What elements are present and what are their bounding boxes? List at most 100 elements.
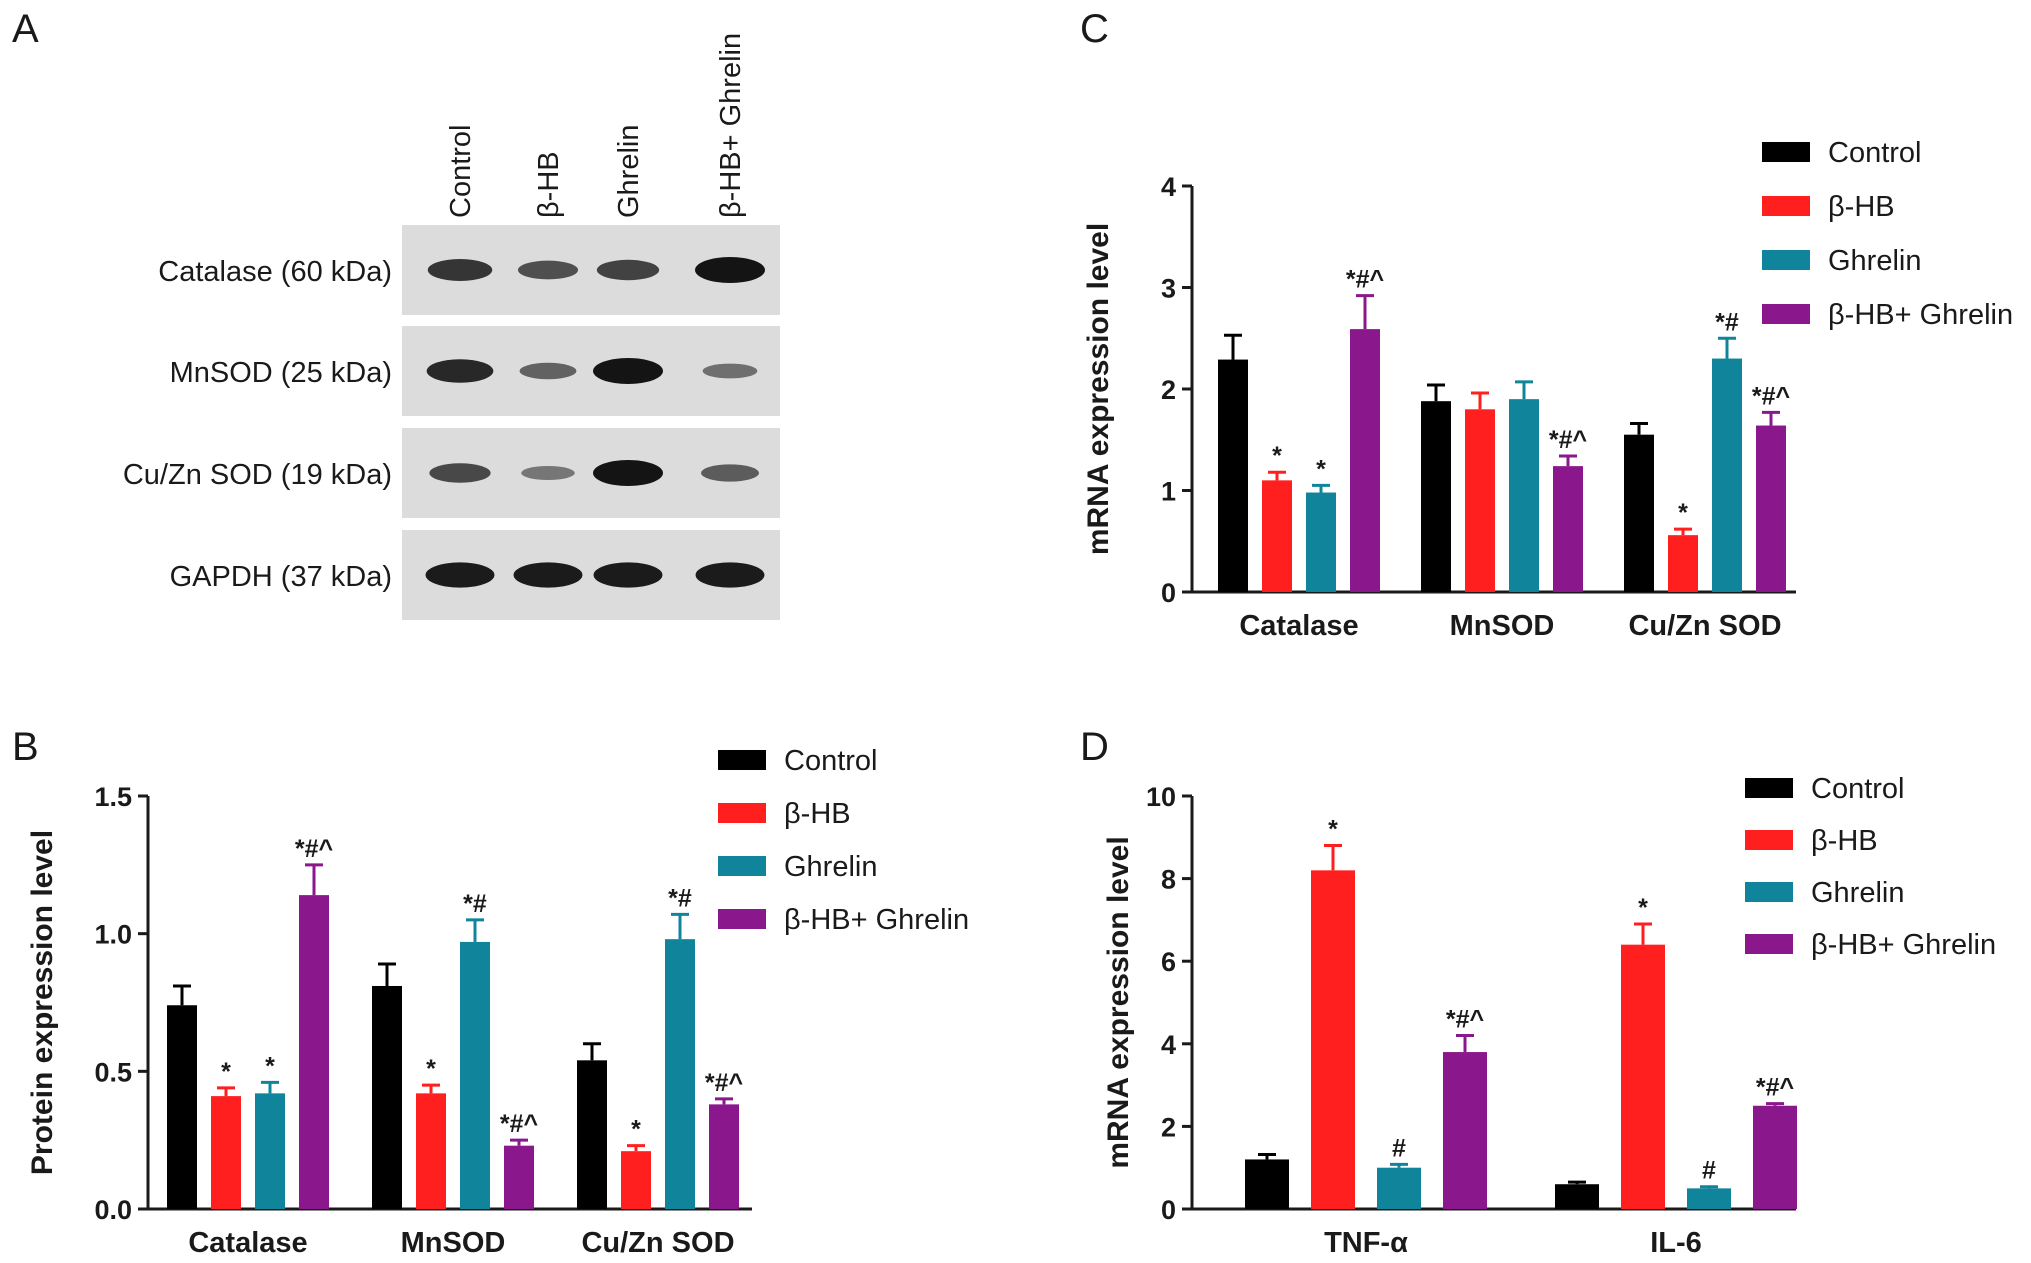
blot-band bbox=[593, 460, 663, 486]
y-tick-label: 1 bbox=[1161, 477, 1176, 507]
legend-swatch bbox=[1745, 934, 1793, 954]
significance-mark: *#^ bbox=[295, 835, 334, 863]
x-category-label: TNF-α bbox=[1324, 1227, 1408, 1259]
significance-mark: * bbox=[426, 1055, 436, 1083]
blot-band bbox=[519, 362, 577, 380]
bar bbox=[255, 1093, 285, 1209]
significance-mark: * bbox=[1638, 894, 1648, 922]
blot-row-label: Catalase (60 kDa) bbox=[158, 256, 392, 288]
bar bbox=[1509, 399, 1539, 592]
bar bbox=[1218, 359, 1248, 592]
legend-swatch bbox=[718, 750, 766, 770]
bar bbox=[1756, 425, 1786, 592]
significance-mark: * bbox=[265, 1052, 275, 1080]
y-tick-label: 0.5 bbox=[94, 1057, 132, 1087]
panel-a-letter: A bbox=[12, 7, 39, 51]
y-tick-label: 2 bbox=[1161, 375, 1176, 405]
bar bbox=[211, 1096, 241, 1209]
significance-mark: *#^ bbox=[1549, 426, 1588, 454]
bar bbox=[167, 1005, 197, 1209]
bar bbox=[1553, 466, 1583, 592]
significance-mark: *#^ bbox=[1752, 382, 1791, 410]
bar bbox=[1687, 1188, 1731, 1209]
legend-label: Ghrelin bbox=[784, 851, 878, 883]
x-category-label: Catalase bbox=[188, 1227, 307, 1259]
legend-label: β-HB bbox=[784, 798, 851, 830]
significance-mark: *#^ bbox=[1756, 1074, 1795, 1102]
x-category-label: Cu/Zn SOD bbox=[1628, 610, 1781, 642]
x-category-label: MnSOD bbox=[1450, 610, 1555, 642]
bar bbox=[1712, 358, 1742, 592]
blot-band bbox=[427, 259, 493, 281]
x-category-label: Cu/Zn SOD bbox=[581, 1227, 734, 1259]
blot-row-label: Cu/Zn SOD (19 kDa) bbox=[123, 459, 392, 491]
legend-label: β-HB bbox=[1828, 191, 1895, 223]
x-category-label: IL-6 bbox=[1650, 1227, 1702, 1259]
legend-swatch bbox=[718, 803, 766, 823]
y-tick-label: 10 bbox=[1146, 782, 1176, 812]
y-axis-label: mRNA expression level bbox=[1102, 836, 1135, 1168]
blot-band bbox=[593, 358, 663, 384]
blot-band bbox=[426, 359, 494, 383]
y-tick-label: 0 bbox=[1161, 1195, 1176, 1225]
panel-b-letter: B bbox=[12, 725, 39, 769]
legend-swatch bbox=[1745, 778, 1793, 798]
legend-label: Ghrelin bbox=[1828, 245, 1922, 277]
significance-mark: * bbox=[631, 1116, 641, 1144]
bar bbox=[1245, 1159, 1289, 1209]
blot-band bbox=[701, 464, 759, 482]
legend-swatch bbox=[1762, 250, 1810, 270]
bar bbox=[1555, 1184, 1599, 1209]
bar bbox=[299, 895, 329, 1209]
bar bbox=[621, 1151, 651, 1209]
y-tick-label: 8 bbox=[1161, 865, 1176, 895]
bar bbox=[1443, 1052, 1487, 1209]
lane-label: β-HB bbox=[533, 151, 565, 218]
legend-swatch bbox=[1762, 196, 1810, 216]
significance-mark: * bbox=[1678, 499, 1688, 527]
western-blot-panel: Control β-HB Ghrelin β-HB+ Ghrelin Catalase … bbox=[123, 33, 780, 620]
bar bbox=[1311, 870, 1355, 1209]
panel-d-letter: D bbox=[1080, 725, 1109, 769]
y-tick-label: 1.5 bbox=[94, 782, 132, 812]
bar bbox=[460, 941, 490, 1209]
legend-swatch bbox=[718, 909, 766, 929]
blot-band bbox=[695, 257, 765, 283]
bar bbox=[1465, 409, 1495, 592]
bar bbox=[1668, 535, 1698, 592]
legend-label: β-HB+ Ghrelin bbox=[784, 904, 969, 936]
lane-label: Control bbox=[445, 125, 477, 219]
lane-label: β-HB+ Ghrelin bbox=[715, 33, 747, 218]
x-category-label: Catalase bbox=[1239, 610, 1358, 642]
significance-mark: *#^ bbox=[500, 1110, 539, 1138]
legend-swatch bbox=[1745, 830, 1793, 850]
y-tick-label: 0 bbox=[1161, 578, 1176, 608]
bar bbox=[1377, 1167, 1421, 1209]
legend-label: Control bbox=[1811, 773, 1905, 805]
lane-label: Ghrelin bbox=[613, 125, 645, 219]
legend-swatch bbox=[718, 856, 766, 876]
panel-c-letter: C bbox=[1080, 7, 1109, 51]
legend-label: β-HB+ Ghrelin bbox=[1811, 929, 1996, 961]
significance-mark: * bbox=[221, 1058, 231, 1086]
bar bbox=[577, 1060, 607, 1209]
significance-mark: *#^ bbox=[705, 1069, 744, 1097]
mrna-antioxidant-chart: 0 1 2 3 4 mRNA expression level * * *#^ Catalase *… bbox=[1082, 137, 2013, 642]
significance-mark: # bbox=[1702, 1157, 1716, 1185]
significance-mark: *# bbox=[1715, 308, 1739, 336]
bar bbox=[372, 985, 402, 1209]
x-category-label: MnSOD bbox=[401, 1227, 506, 1259]
bar bbox=[1753, 1105, 1797, 1209]
y-tick-label: 4 bbox=[1161, 172, 1176, 202]
blot-row-label: GAPDH (37 kDa) bbox=[170, 561, 392, 593]
y-tick-label: 1.0 bbox=[94, 920, 132, 950]
legend-label: Control bbox=[1828, 137, 1922, 169]
bar bbox=[1624, 434, 1654, 592]
bar bbox=[1621, 944, 1665, 1209]
legend-label: Control bbox=[784, 745, 878, 777]
blot-band bbox=[593, 562, 663, 588]
blot-band bbox=[429, 463, 491, 483]
bar bbox=[665, 939, 695, 1209]
legend-swatch bbox=[1762, 304, 1810, 324]
